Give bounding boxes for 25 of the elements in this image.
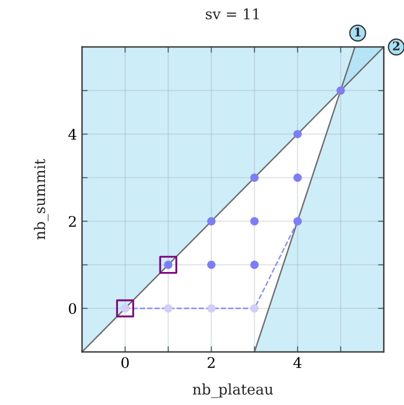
point — [207, 304, 216, 313]
y-axis-title: nb_summit — [34, 159, 48, 240]
x-axis-title: nb_plateau — [192, 383, 274, 398]
point — [116, 299, 134, 318]
point — [250, 217, 259, 226]
y-tick-label: 4 — [68, 128, 76, 140]
point — [159, 256, 178, 274]
point — [207, 217, 216, 226]
point — [293, 130, 302, 138]
point — [164, 304, 172, 313]
x-tick-label: 4 — [293, 357, 302, 368]
point — [207, 260, 216, 269]
y-tick-label: 2 — [68, 216, 76, 227]
chart-title: sv = 11 — [206, 8, 259, 20]
annotation: 1 — [355, 28, 361, 36]
point — [250, 174, 259, 182]
point — [293, 174, 302, 182]
x-tick-label: 2 — [208, 357, 215, 368]
y-tick-label: 0 — [68, 303, 76, 314]
point — [336, 86, 345, 95]
point — [250, 304, 259, 313]
point — [250, 260, 259, 269]
x-tick-label: 0 — [121, 357, 129, 368]
point — [293, 217, 302, 226]
annotation: 2 — [392, 41, 400, 50]
